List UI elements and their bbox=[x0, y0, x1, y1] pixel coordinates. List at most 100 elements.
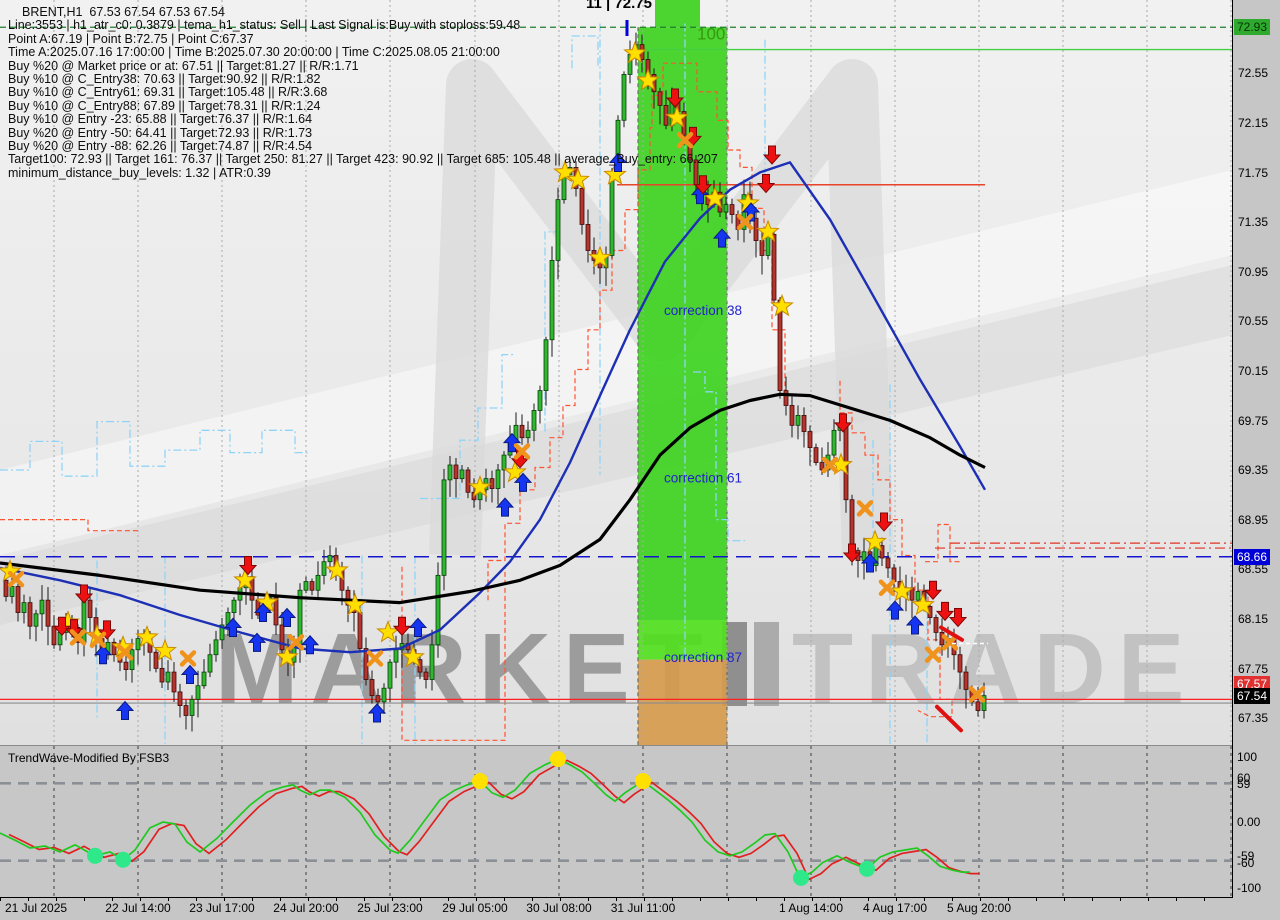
price-axis-label: 72.55 bbox=[1238, 66, 1269, 81]
star-marker-icon bbox=[911, 592, 935, 616]
sell-arrow-icon bbox=[874, 512, 894, 532]
atr-trail-line bbox=[487, 62, 786, 601]
watermark-trade: TRADE bbox=[792, 613, 1196, 725]
exit-x-icon bbox=[513, 443, 531, 460]
buy-arrow-icon bbox=[253, 602, 273, 623]
level-price-badge: 68.66 bbox=[1234, 548, 1271, 565]
time-axis-label: 29 Jul 05:00 bbox=[442, 901, 508, 915]
sell-arrow-icon bbox=[756, 174, 776, 194]
price-axis-label: 69.75 bbox=[1238, 413, 1269, 428]
atr-trail-line bbox=[0, 518, 138, 532]
time-axis-label: 21 Jul 2025 bbox=[5, 901, 68, 915]
info-line: minimum_distance_buy_levels: 1.32 | ATR:… bbox=[8, 165, 271, 180]
buy-arrow-icon bbox=[93, 644, 113, 665]
sell-signal-dot bbox=[635, 773, 651, 790]
buy-arrow-icon bbox=[367, 703, 387, 723]
star-marker-icon bbox=[566, 167, 590, 190]
sell-arrow-icon bbox=[923, 580, 943, 600]
sell-arrow-icon bbox=[935, 601, 955, 622]
atr-trail-line bbox=[925, 523, 960, 563]
indicator-title: TrendWave-Modified By FSB3 bbox=[8, 751, 170, 765]
sell-arrow-icon bbox=[52, 616, 72, 636]
star-marker-icon bbox=[588, 245, 612, 268]
trendwave-green-line bbox=[0, 757, 970, 880]
time-axis-ticks bbox=[0, 898, 1232, 901]
buy-signal-dot bbox=[115, 851, 131, 868]
correction-zone bbox=[655, 0, 700, 28]
channel-step-line bbox=[0, 420, 310, 477]
time-axis-label: 30 Jul 08:00 bbox=[526, 901, 592, 915]
buy-arrow-icon bbox=[860, 553, 880, 573]
panel-separator[interactable] bbox=[0, 745, 1232, 746]
main-chart[interactable]: MARKET TRADE correction 38 correction 61 cor… bbox=[0, 0, 1232, 745]
target-price-badge: 72.93 bbox=[1234, 19, 1271, 36]
indicator-scale-label: 59 bbox=[1237, 777, 1251, 791]
buy-signal-dot bbox=[87, 847, 103, 864]
price-axis-label: 71.75 bbox=[1238, 165, 1269, 180]
star-marker-icon bbox=[325, 557, 349, 581]
buy-signal-dot bbox=[859, 860, 875, 877]
price-axis-label: 70.95 bbox=[1238, 264, 1269, 279]
star-marker-icon bbox=[665, 105, 689, 128]
indicator-scale: 100 60 59 0.00 -59 -60 -100 bbox=[1237, 746, 1280, 898]
price-axis-label: 69.35 bbox=[1238, 463, 1269, 478]
chart-annotation: correction 87 bbox=[664, 650, 742, 665]
star-marker-icon bbox=[636, 68, 660, 91]
star-marker-icon bbox=[503, 459, 527, 483]
exit-x-icon bbox=[968, 686, 986, 703]
info-line: Point A:67.19 | Point B:72.75 | Point C:… bbox=[8, 31, 254, 46]
exit-x-icon bbox=[924, 646, 942, 663]
info-line: Buy %10 @ C_Entry88: 67.89 || Target:78.… bbox=[8, 98, 321, 113]
indicator-scale-label: -60 bbox=[1237, 856, 1255, 870]
star-marker-icon bbox=[603, 162, 627, 185]
chart-annotation: correction 38 bbox=[664, 303, 742, 318]
time-axis[interactable]: 21 Jul 2025 22 Jul 14:00 23 Jul 17:00 24 Ju… bbox=[0, 901, 1280, 919]
price-axis-label: 68.55 bbox=[1238, 562, 1269, 577]
exit-x-icon bbox=[89, 631, 107, 649]
indicator-scale-label: 0.00 bbox=[1237, 815, 1261, 829]
price-axis[interactable]: 72.55 72.15 71.75 71.35 70.95 70.55 70.15 69.75… bbox=[1233, 0, 1280, 898]
trendwave-red-line bbox=[8, 759, 979, 881]
buy-arrow-icon bbox=[608, 152, 628, 172]
price-axis-label: 68.15 bbox=[1238, 612, 1269, 626]
info-line: Buy %20 @ Entry -50: 64.41 || Target:72.… bbox=[8, 125, 313, 140]
info-line: Buy %20 @ Market price or at: 67.51 || T… bbox=[8, 58, 359, 73]
star-marker-icon bbox=[890, 579, 914, 602]
buy-signal-dot bbox=[793, 869, 809, 886]
buy-arrow-icon bbox=[741, 202, 761, 222]
correction-zone bbox=[638, 659, 727, 745]
axis-separator bbox=[0, 897, 1232, 898]
exit-x-icon bbox=[856, 500, 874, 517]
indicator-scale-label: -59 bbox=[1237, 849, 1255, 863]
exit-x-icon bbox=[179, 650, 197, 667]
price-axis-label: 72.15 bbox=[1238, 116, 1269, 130]
star-marker-icon bbox=[553, 159, 577, 183]
exit-x-icon bbox=[366, 650, 384, 667]
indicator-scale-label: -100 bbox=[1237, 881, 1262, 895]
price-axis-label: 70.15 bbox=[1238, 364, 1269, 378]
bars-price-label: 11 | 72.75 bbox=[586, 0, 652, 12]
price-axis-border bbox=[1232, 0, 1233, 898]
exit-x-icon bbox=[676, 131, 694, 149]
exit-x-icon bbox=[116, 643, 134, 661]
correction-zone bbox=[638, 620, 727, 660]
buy-arrow-icon bbox=[885, 600, 905, 620]
chart-info-block: BRENT,H1 67.53 67.54 67.53 67.54 Line:355… bbox=[8, 5, 718, 180]
time-axis-label: 23 Jul 17:00 bbox=[189, 901, 255, 915]
time-axis-label: 4 Aug 17:00 bbox=[862, 901, 928, 915]
info-line: Buy %10 @ Entry -23: 65.88 || Target:76.… bbox=[8, 112, 313, 127]
price-axis-label: 68.95 bbox=[1238, 512, 1269, 527]
atr-trail-line bbox=[401, 566, 506, 741]
exit-x-icon bbox=[941, 634, 959, 651]
time-axis-label: 1 Aug 14:00 bbox=[778, 901, 844, 915]
buy-arrow-icon bbox=[300, 635, 320, 655]
info-line: Buy %20 @ Entry -88: 62.26 || Target:74.… bbox=[8, 139, 313, 154]
sell-arrow-icon bbox=[392, 616, 412, 636]
time-axis-label: 24 Jul 20:00 bbox=[273, 901, 339, 915]
indicator-panel[interactable] bbox=[0, 746, 1232, 898]
price-axis-label: 67.75 bbox=[1238, 661, 1269, 676]
sell-arrow-icon bbox=[842, 543, 862, 563]
star-marker-icon bbox=[401, 644, 425, 668]
info-line: Time A:2025.07.16 17:00:00 | Time B:2025… bbox=[8, 45, 500, 60]
